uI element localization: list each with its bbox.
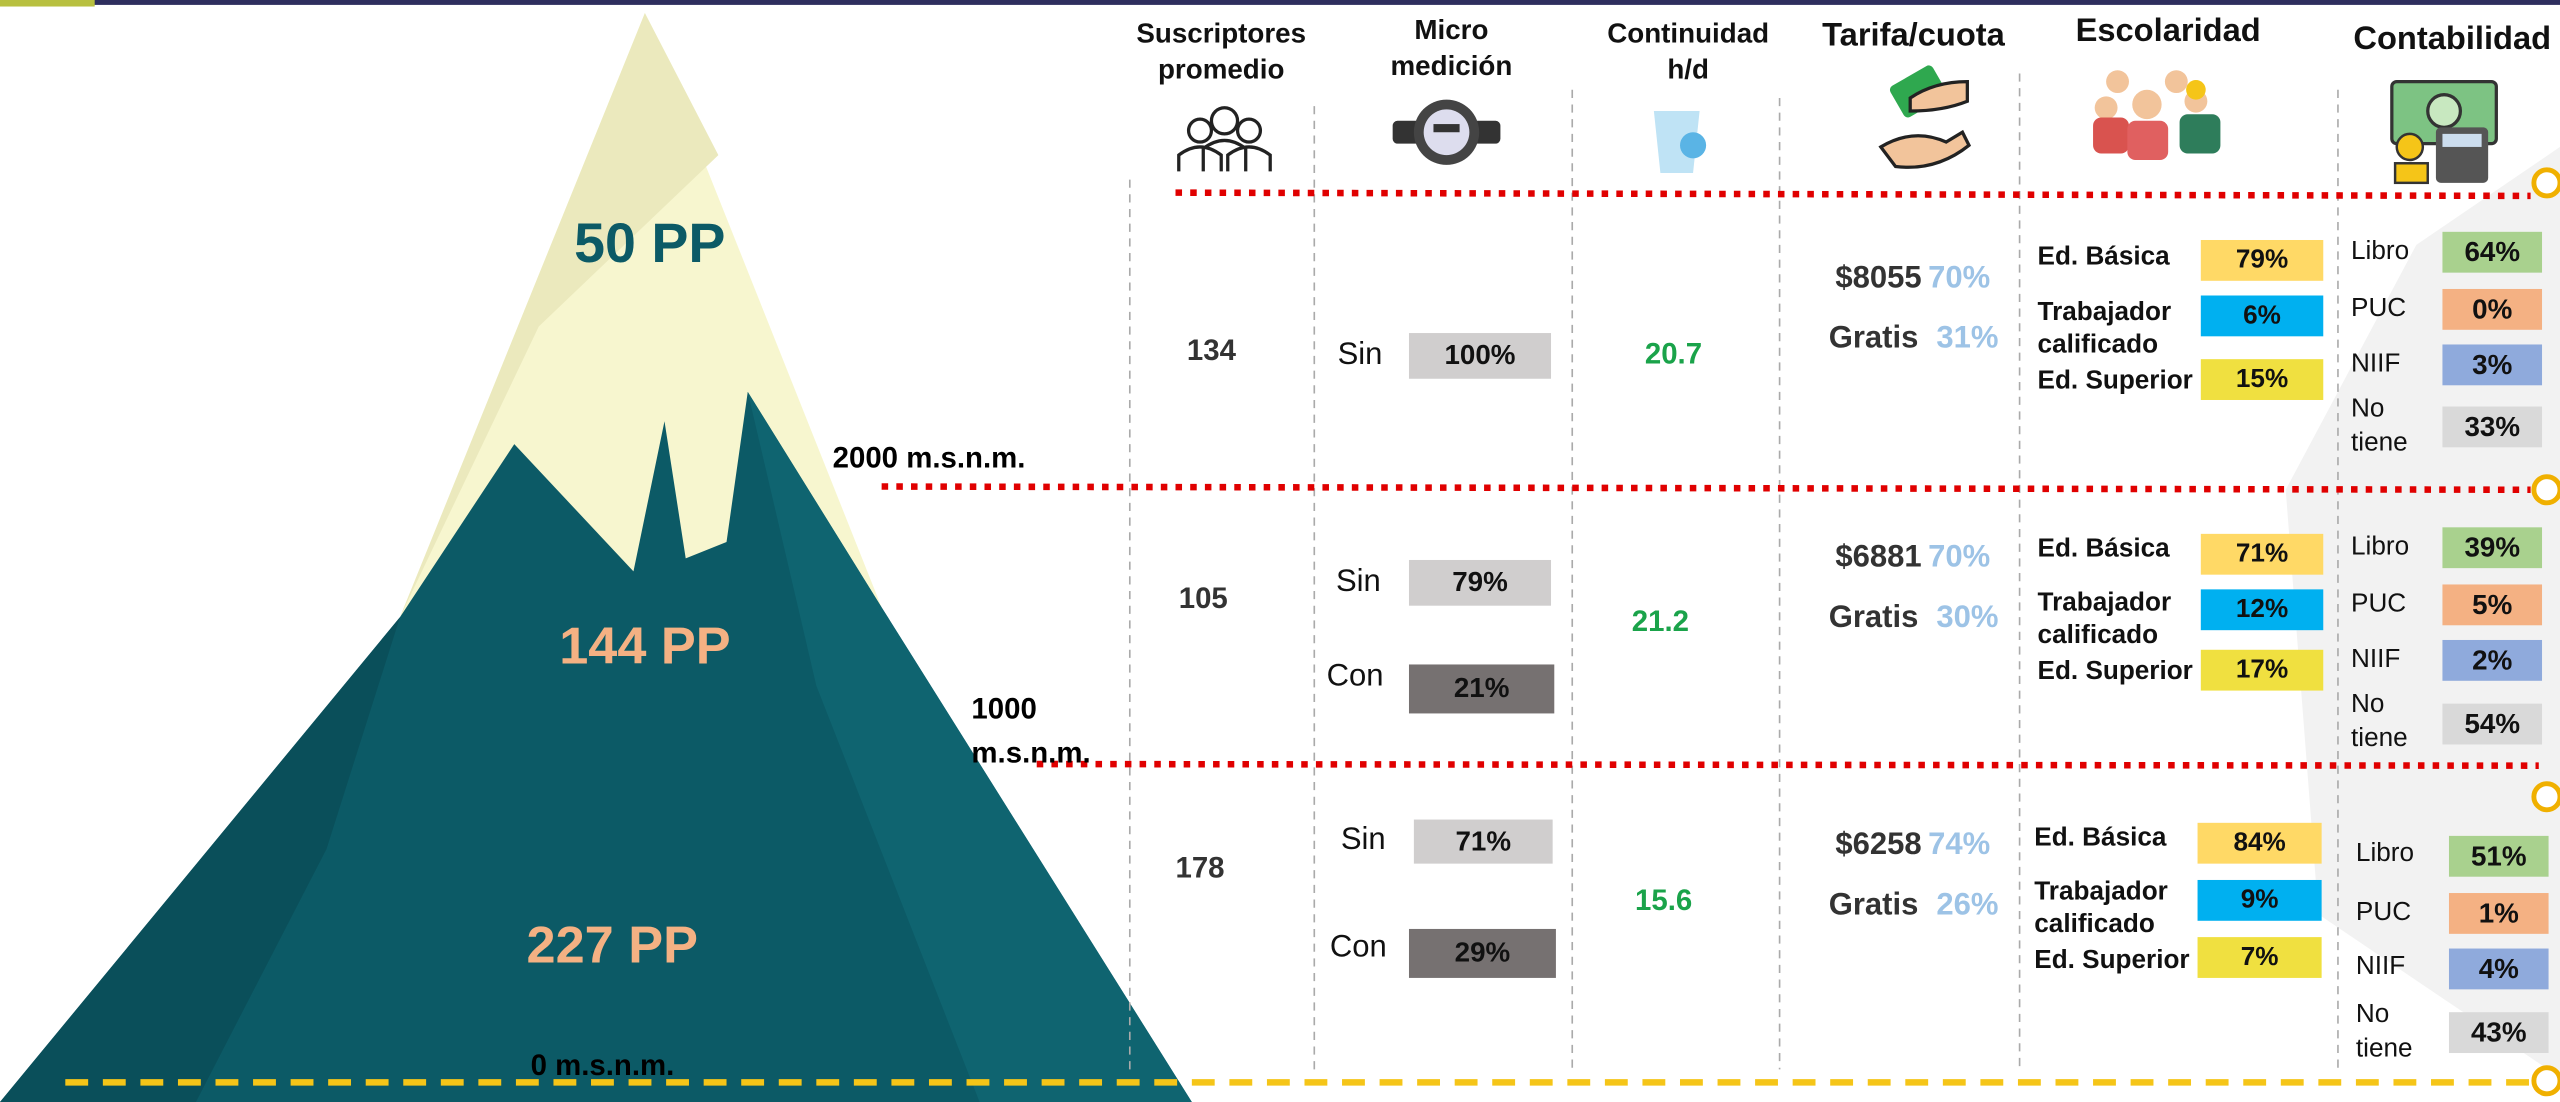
micro-label: Sin [1335,564,1381,600]
accounting-label: No tiene [2351,690,2408,753]
line-markers [2531,167,2560,1097]
accounting-label: No tiene [2355,1000,2413,1063]
accounting-label: Libro [2355,839,2415,868]
accounting-label: PUC [2351,294,2407,323]
mountain-light [747,391,1192,1102]
micro-box: 21% [1408,664,1555,714]
icon-meter [1392,99,1501,165]
column-header: Micro medición [1390,14,1513,82]
accounting-box: 1% [2448,893,2549,934]
micro-label: Con [1326,659,1384,694]
column-header: Continuidad h/d [1607,17,1770,85]
accounting-box: 2% [2442,639,2543,681]
accounting-label: NIIF [2351,350,2401,378]
icon-accounting [2390,79,2498,185]
tariff-share: 30% [1936,600,1999,636]
schooling-label: Trabajador calificado [2037,298,2172,360]
altitude-label: 2000 m.s.n.m. [832,441,1026,475]
accounting-box: 54% [2442,703,2543,745]
schooling-label: Ed. Superior [2037,367,2193,396]
schooling-label: Trabajador calificado [2034,878,2168,939]
tariff-label: Gratis [1828,600,1919,636]
level-label: 227 PP [526,915,698,974]
accounting-box: 64% [2442,231,2543,273]
micro-label: Sin [1340,822,1386,858]
accounting-label: PUC [2355,898,2412,927]
continuity: 21.2 [1631,604,1690,638]
schooling-box: 17% [2200,649,2324,691]
subscribers: 178 [1175,851,1225,885]
accounting-box: 5% [2442,584,2543,626]
altitude-label: 1000 m.s.n.m. [971,692,1091,769]
subscribers: 134 [1186,333,1236,367]
micro-box: 71% [1413,819,1553,864]
schooling-label: Ed. Básica [2034,824,2167,853]
accounting-label: Libro [2351,237,2410,266]
tariff-label: Gratis [1828,888,1919,923]
subscribers: 105 [1178,582,1228,615]
schooling-label: Ed. Superior [2037,657,2193,686]
micro-box: 29% [1408,928,1556,978]
accounting-box: 3% [2442,344,2543,386]
accounting-box: 43% [2448,1012,2549,1054]
accounting-label: PUC [2351,590,2407,618]
accounting-box: 51% [2448,835,2549,877]
tariff-share: 70% [1928,261,1991,296]
tariff-label: $6881 [1835,540,1922,575]
accounting-label: NIIF [2355,952,2406,981]
schooling-box: 84% [2197,822,2322,864]
schooling-label: Ed. Básica [2037,243,2170,272]
column-header: Contabilidad [2353,21,2552,58]
level-label: 144 PP [559,616,731,676]
schooling-box: 12% [2200,589,2324,631]
accounting-label: NIIF [2351,645,2401,674]
icon-subscribers [1177,106,1272,172]
schooling-box: 9% [2197,879,2322,921]
icon-tariff [1878,65,1972,169]
altitude-lines [881,189,2539,769]
column-header: Suscriptores promedio [1136,17,1307,85]
tariff-share: 70% [1928,540,1991,575]
column-dividers [1128,73,2339,1070]
icon-water [1653,111,1707,174]
micro-label: Con [1329,930,1387,965]
accounting-box: 4% [2448,948,2549,990]
level-label: 50 PP [574,213,726,276]
snow-shade [399,13,719,618]
tariff-share: 26% [1936,888,1999,923]
schooling-label: Ed. Superior [2034,946,2190,975]
schooling-label: Trabajador calificado [2037,589,2172,650]
tariff-label: $6258 [1835,827,1922,863]
accounting-box: 39% [2442,527,2543,569]
micro-box: 79% [1408,559,1552,606]
micro-label: Sin [1337,337,1383,373]
schooling-box: 79% [2200,239,2324,281]
tariff-share: 31% [1936,321,1999,356]
schooling-box: 6% [2200,295,2324,337]
icon-people [2093,70,2221,160]
mountain [0,391,1192,1102]
top-bar [0,0,2560,5]
continuity: 20.7 [1644,337,1703,370]
accounting-box: 0% [2442,288,2543,330]
accounting-label: No tiene [2351,395,2408,458]
schooling-box: 71% [2200,533,2324,575]
top-accent [0,0,95,7]
column-header: Tarifa/cuota [1822,17,2005,54]
accounting-label: Libro [2351,533,2410,561]
tariff-label: $8055 [1835,261,1922,296]
column-header: Escolaridad [2075,13,2261,49]
tariff-share: 74% [1928,827,1991,863]
schooling-box: 15% [2200,359,2324,400]
schooling-label: Ed. Básica [2037,535,2170,564]
tariff-label: Gratis [1828,321,1919,356]
schooling-box: 7% [2197,937,2322,978]
micro-box: 100% [1408,333,1552,379]
continuity: 15.6 [1635,884,1693,917]
altitude-label: 0 m.s.n.m. [530,1048,675,1082]
accounting-box: 33% [2442,406,2543,448]
